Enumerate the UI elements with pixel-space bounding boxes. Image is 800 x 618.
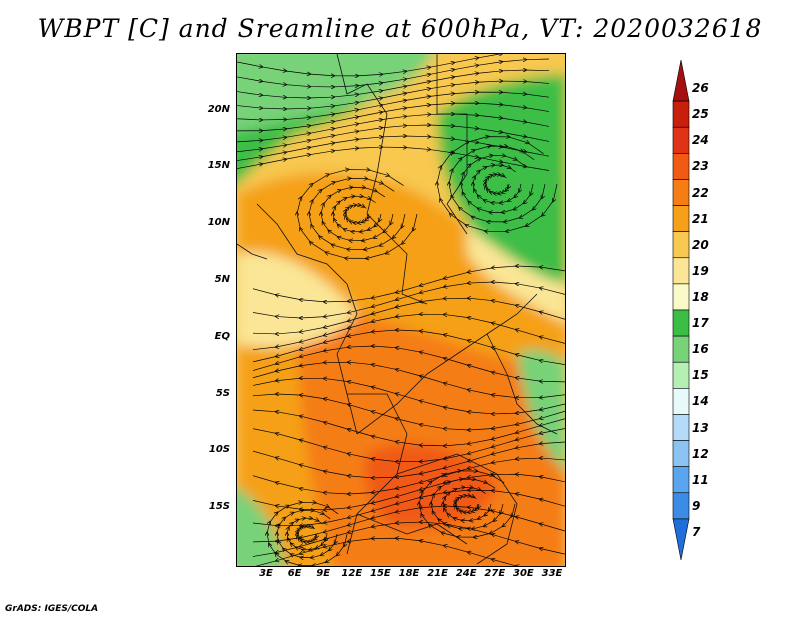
colorbar-cell	[672, 283, 690, 311]
colorbar-label: 17	[692, 316, 709, 331]
lon-label: 15E	[370, 568, 391, 579]
lon-label: 9E	[316, 568, 331, 579]
lon-label: 30E	[513, 568, 534, 579]
colorbar-label: 9	[692, 498, 701, 513]
colorbar-label: 18	[692, 289, 709, 304]
map-panel	[236, 53, 566, 567]
lat-label: 5S	[215, 388, 230, 399]
colorbar-cell	[672, 179, 690, 206]
lon-label: 18E	[398, 568, 420, 579]
colorbar	[672, 60, 690, 560]
colorbar-cell	[672, 335, 690, 363]
lat-label: 15N	[207, 160, 230, 171]
colorbar-label: 13	[692, 420, 709, 435]
lon-label: 6E	[287, 568, 302, 579]
colorbar-cell	[672, 309, 690, 337]
colorbar-label: 14	[692, 394, 709, 409]
colorbar-label: 16	[692, 342, 709, 357]
lat-label: 10S	[208, 444, 230, 455]
colorbar-label: 12	[692, 446, 709, 461]
lon-label: 33E	[541, 568, 563, 579]
streamlines	[237, 54, 565, 566]
colorbar-cell	[672, 60, 690, 102]
lat-label: 5N	[214, 274, 230, 285]
colorbar-cell	[672, 257, 690, 285]
colorbar-label: 15	[692, 368, 709, 383]
footer-credit: GrADS: IGES/COLA	[5, 604, 99, 614]
country-borders	[237, 54, 558, 565]
colorbar-cell	[672, 518, 690, 560]
colorbar-cell	[672, 231, 690, 259]
lon-label: 27E	[484, 568, 506, 579]
colorbar-cell	[672, 414, 690, 441]
colorbar-label: 19	[692, 263, 709, 278]
colorbar-label: 11	[692, 472, 709, 487]
colorbar-label: 24	[692, 133, 709, 148]
wbpt-shading	[237, 54, 565, 566]
colorbar-cell	[672, 153, 690, 180]
lon-label: 21E	[427, 568, 448, 579]
colorbar-cell	[672, 388, 690, 415]
lon-label: 24E	[455, 568, 477, 579]
streamline	[267, 502, 347, 565]
colorbar-cell	[672, 492, 690, 520]
streamline	[419, 471, 516, 537]
lon-label: 3E	[259, 568, 273, 579]
lat-label: 20N	[207, 104, 230, 115]
lon-label: 12E	[341, 568, 363, 579]
colorbar-label: 26	[692, 81, 709, 96]
colorbar-cell	[672, 205, 690, 232]
colorbar-cell	[672, 100, 690, 128]
colorbar-label: 22	[692, 185, 709, 200]
chart-title: WBPT [C] and Sreamline at 600hPa, VT: 20…	[37, 14, 763, 43]
colorbar-cell	[672, 440, 690, 467]
colorbar-label: 7	[692, 524, 701, 539]
lat-label: 15S	[208, 501, 230, 512]
wbpt-streamline-map	[237, 54, 565, 566]
colorbar-label: 25	[692, 107, 709, 122]
lat-label: EQ	[214, 331, 230, 342]
colorbar-label: 20	[692, 237, 709, 252]
lat-label: 10N	[207, 217, 230, 228]
colorbar-cell	[672, 466, 690, 494]
colorbar-label: 21	[692, 211, 709, 226]
streamline	[297, 170, 418, 259]
colorbar-cell	[672, 126, 690, 154]
colorbar-cell	[672, 361, 690, 389]
colorbar-label: 23	[692, 159, 709, 174]
streamline	[437, 137, 558, 232]
